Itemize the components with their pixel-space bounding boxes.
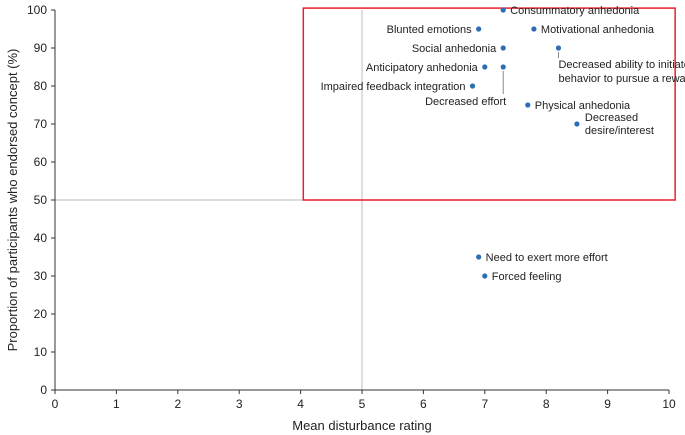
point-labels: Consummatory anhedonia Blunted emotions Mo… [321,5,685,283]
y-tick-label: 90 [34,41,48,55]
point-label: Decreased ability to initiate behavior to… [558,59,685,85]
data-point [555,45,562,51]
point-label: Need to exert more effort [486,252,608,264]
x-tick-label: 8 [543,397,550,411]
x-tick-label: 1 [113,397,120,411]
data-point [476,254,482,260]
point-label: Anticipatory anhedonia [366,62,479,74]
y-tick-label: 10 [34,345,48,359]
y-tick-label: 70 [34,117,48,131]
data-points [469,7,580,279]
data-point [500,7,506,13]
point-label: Decreased effort [425,96,506,108]
x-tick-label: 7 [481,397,488,411]
data-point [482,64,488,70]
point-label-line: Decreased [585,112,638,124]
y-axis-title: Proportion of participants who endorsed … [5,49,20,352]
x-tick-label: 2 [174,397,181,411]
point-label: Impaired feedback integration [321,81,466,93]
x-tick-label: 9 [604,397,611,411]
point-label-line: desire/interest [585,125,654,137]
data-point [500,64,506,70]
point-label-line: Decreased ability to initiate [558,59,685,71]
point-label: Consummatory anhedonia [510,5,640,17]
point-label: Decreased desire/interest [585,112,654,137]
point-label: Motivational anhedonia [541,24,655,36]
x-tick-label: 0 [52,397,59,411]
data-point [500,45,506,51]
y-tick-label: 100 [27,3,47,17]
point-label: Forced feeling [492,271,562,283]
y-tick-label: 50 [34,193,48,207]
y-tick-label: 80 [34,79,48,93]
x-axis-title: Mean disturbance rating [292,418,431,433]
x-tick-label: 4 [297,397,304,411]
axes [51,9,670,394]
x-tick-label: 6 [420,397,427,411]
point-label: Social anhedonia [412,43,497,55]
data-point [531,26,537,32]
x-tick-label: 3 [236,397,243,411]
x-tick-label: 10 [662,397,676,411]
point-label-line: behavior to pursue a reward [558,73,685,85]
y-tick-label: 60 [34,155,48,169]
y-tick-label: 30 [34,269,48,283]
y-tick-label: 20 [34,307,48,321]
data-point [525,102,531,108]
point-label: Blunted emotions [387,24,472,36]
highlight-rectangle [302,7,676,201]
data-point [482,273,488,279]
point-label: Physical anhedonia [535,100,631,112]
data-point [469,83,476,89]
highlight-region [302,7,676,201]
y-tick-label: 40 [34,231,48,245]
data-point [476,26,482,32]
y-tick-label: 0 [40,383,47,397]
x-tick-label: 5 [359,397,366,411]
data-point [574,121,580,127]
